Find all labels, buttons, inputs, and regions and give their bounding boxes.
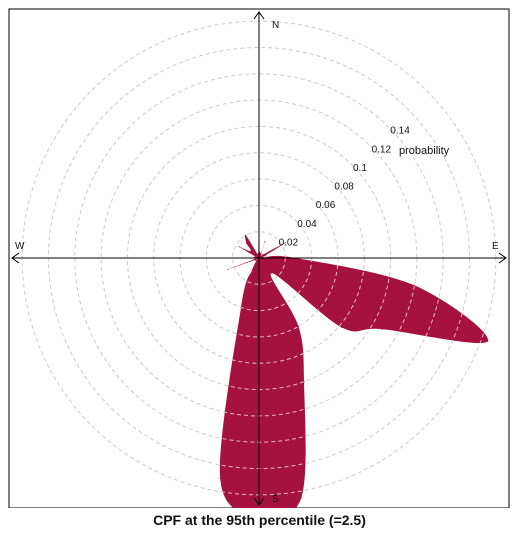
direction-label-s: S [272,494,279,505]
rose-point-110 [487,340,489,342]
cpf-polar-chart: 0.020.040.060.080.10.120.14 probability … [8,8,510,508]
rose-point-140 [271,272,273,274]
chart-title: CPF at the 95th percentile (=2.5) [153,512,366,528]
rose-point-190 [219,477,221,479]
rose-point-250 [227,268,229,270]
arrow-e [498,252,507,264]
rose-petal-shape [219,218,488,508]
arrow-s [253,497,265,506]
rose-point-170 [300,497,302,499]
radial-tick-label-2: 0.06 [316,200,336,211]
rose-point-130 [341,326,343,328]
rose-point-30 [260,254,262,256]
rose-point-70 [264,255,266,257]
radial-tick-label-0: 0.02 [279,237,299,248]
rose-point-50 [262,254,264,256]
rose-point-100 [413,284,416,286]
arrow-w [11,252,20,264]
arrow-n [253,11,265,20]
compass-axes [11,11,507,506]
rose-point-20 [264,241,266,243]
rose-point-210 [251,268,253,270]
rose-point-320 [245,242,247,244]
direction-label-e: E [492,241,499,252]
radial-axis-label: probability [399,145,450,157]
radial-tick-label-6: 0.14 [390,126,410,137]
rose-point-290 [254,256,256,258]
rose-point-150 [297,325,300,327]
rose-point-310 [250,250,252,252]
rose-point-10 [259,252,261,254]
rose-point-120 [381,328,383,330]
radial-tick-label-4: 0.1 [353,163,367,174]
rose-point-40 [260,255,262,257]
rose-point-300 [239,246,241,248]
rose-point-240 [255,259,257,261]
radial-tick-labels: 0.02 0.04 0.06 0.08 0.1 0.12 0.14 [279,126,411,249]
radial-tick-label-1: 0.04 [297,219,317,230]
direction-label-n: N [272,20,279,31]
radial-tick-label-3: 0.08 [334,182,354,193]
radial-tick-label-5: 0.12 [372,144,392,155]
rose-point-330 [245,234,247,236]
rose-point-60 [284,242,286,244]
direction-label-w: W [15,241,25,252]
